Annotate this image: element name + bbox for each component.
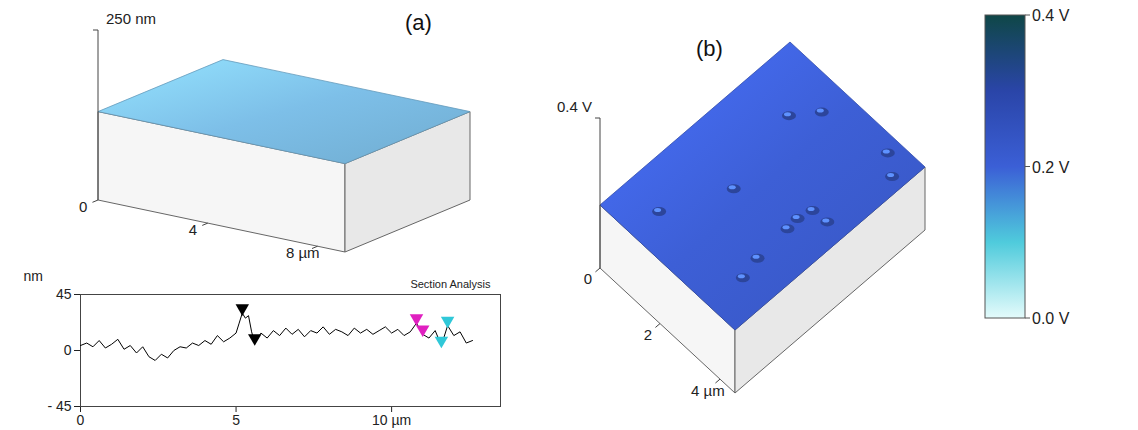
svg-text:250 nm: 250 nm	[106, 10, 156, 27]
svg-text:nm: nm	[24, 268, 43, 284]
svg-text:0: 0	[79, 198, 87, 215]
svg-text:(a): (a)	[405, 10, 432, 35]
svg-text:0.4 V: 0.4 V	[557, 98, 592, 115]
svg-text:10 µm: 10 µm	[372, 412, 411, 428]
svg-text:8 µm: 8 µm	[286, 244, 320, 261]
svg-text:0: 0	[77, 412, 85, 428]
svg-text:0.0 V: 0.0 V	[1032, 310, 1070, 327]
svg-text:45: 45	[56, 286, 72, 302]
svg-text:(b): (b)	[696, 36, 723, 61]
svg-text:4: 4	[189, 221, 197, 238]
svg-text:2: 2	[644, 326, 652, 343]
svg-text:0: 0	[584, 270, 592, 287]
svg-text:0: 0	[64, 342, 72, 358]
svg-text:5: 5	[232, 412, 240, 428]
svg-text:4 µm: 4 µm	[691, 382, 725, 399]
svg-text:- 45: - 45	[47, 398, 71, 414]
svg-text:0.4 V: 0.4 V	[1032, 7, 1070, 24]
svg-text:0.2 V: 0.2 V	[1032, 159, 1070, 176]
svg-text:Section Analysis: Section Analysis	[410, 278, 491, 290]
